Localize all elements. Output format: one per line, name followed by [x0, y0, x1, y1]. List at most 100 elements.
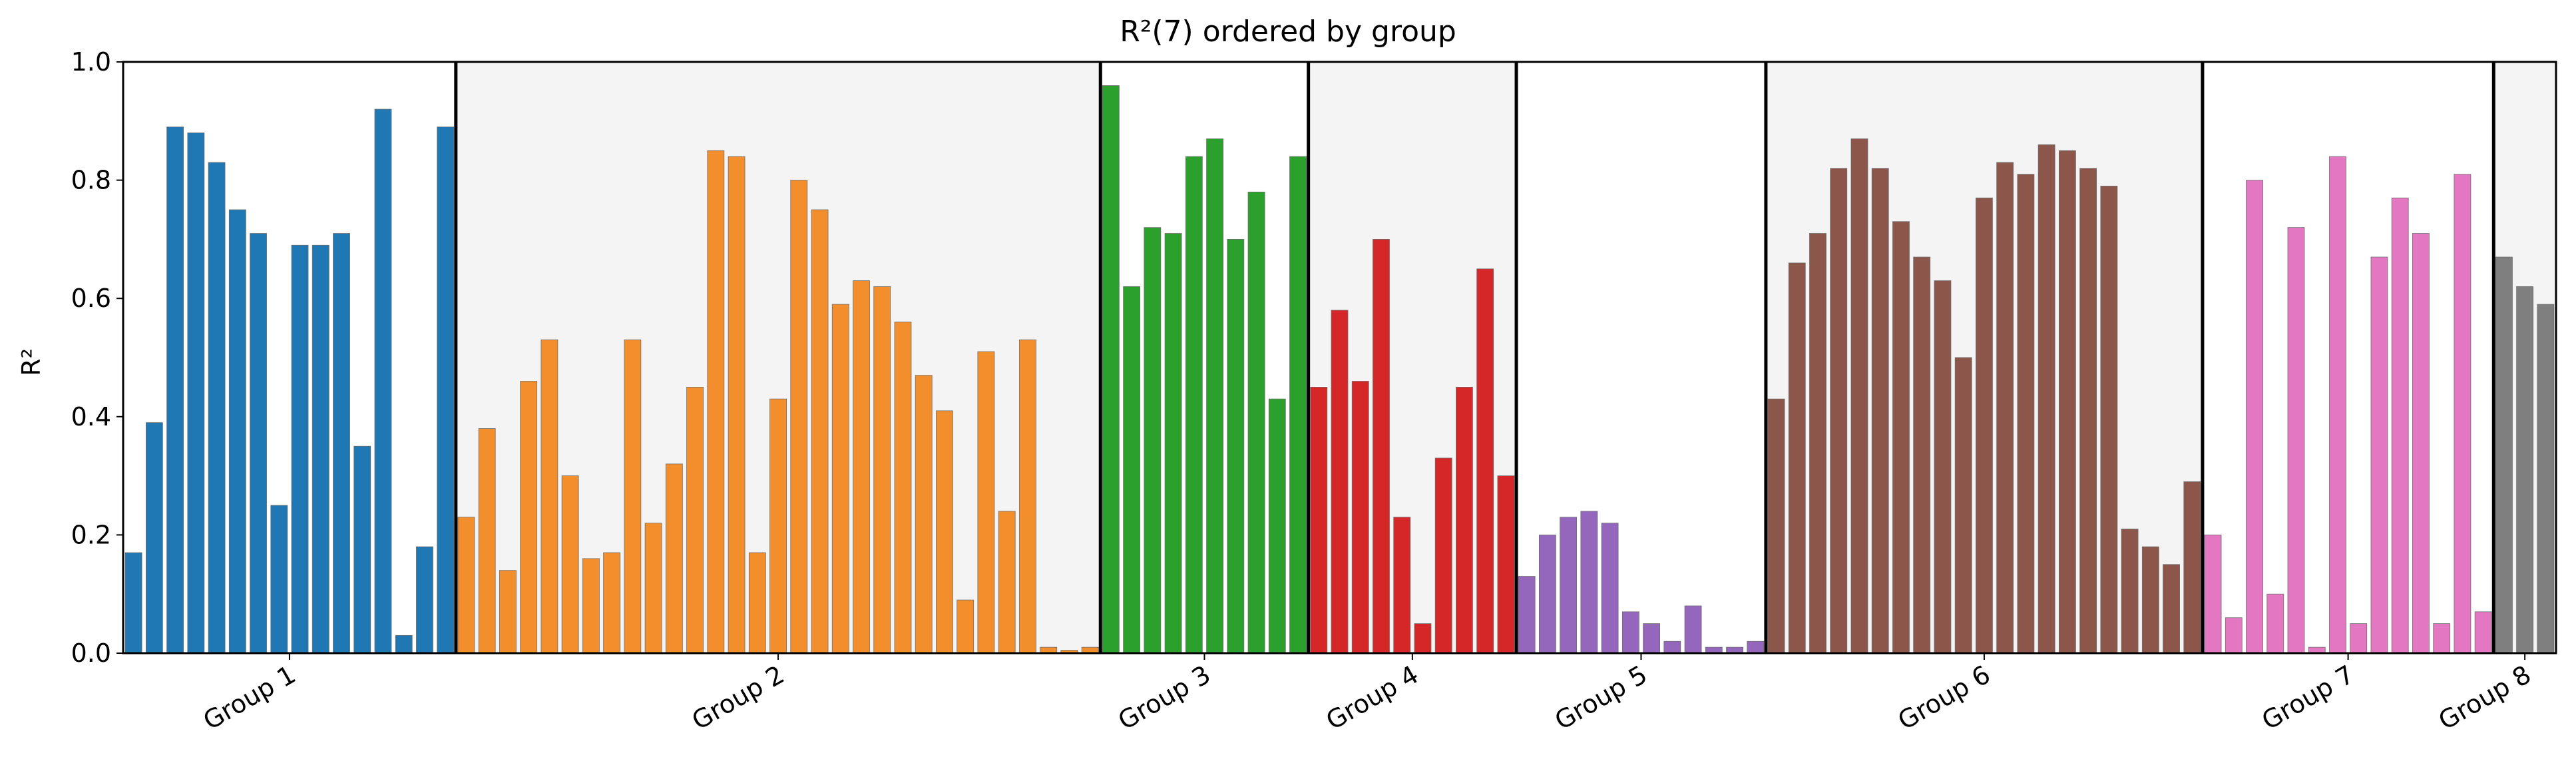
group-dividers: [454, 62, 2495, 653]
bar: [1414, 623, 1432, 654]
bar: [540, 339, 558, 654]
bar: [1476, 268, 1494, 654]
bar: [499, 570, 517, 654]
bar: [1227, 238, 1245, 654]
bar: [2204, 535, 2222, 654]
bar: [2412, 233, 2430, 654]
bar: [416, 546, 433, 654]
bar: [353, 445, 371, 654]
bar: [1788, 262, 1806, 654]
x-tick-label: Group 7: [2257, 660, 2360, 736]
bar: [437, 127, 455, 654]
x-tick-label: Group 1: [198, 660, 301, 736]
bar: [1747, 641, 1765, 654]
bar: [1310, 387, 1328, 654]
bar: [1351, 381, 1369, 654]
bar: [1206, 138, 1223, 654]
bar: [624, 339, 642, 654]
bar: [1289, 156, 1307, 654]
bar: [644, 523, 662, 654]
bar: [1456, 387, 1473, 654]
bar: [1892, 221, 1910, 654]
x-tick-label: Group 2: [687, 660, 789, 736]
bar: [2350, 623, 2368, 654]
bar: [894, 322, 912, 654]
bar: [728, 156, 746, 654]
bar: [603, 552, 621, 654]
bar: [1601, 523, 1619, 654]
bar: [2329, 156, 2346, 654]
bar: [2287, 227, 2305, 654]
bar: [1247, 191, 1265, 654]
bar: [853, 280, 870, 654]
bar: [1954, 357, 1972, 654]
x-tick-label: Group 4: [1321, 660, 1424, 736]
y-tick-label: 0.6: [71, 284, 111, 313]
bar: [124, 552, 142, 654]
bar: [1621, 611, 1639, 654]
x-tick-label: Group 3: [1113, 660, 1215, 736]
y-tick-label: 0.8: [71, 166, 111, 195]
bar: [915, 375, 933, 654]
bar: [1497, 475, 1515, 654]
bar: [1767, 398, 1785, 654]
bar: [1164, 233, 1182, 654]
bar: [228, 209, 246, 654]
bar: [2391, 197, 2409, 654]
bar: [2370, 256, 2388, 654]
plot-frame: [122, 61, 2557, 654]
bar: [790, 180, 808, 654]
bar: [1871, 168, 1889, 654]
bar: [1538, 535, 1556, 654]
bar: [811, 209, 829, 654]
bar: [582, 558, 600, 654]
bar: [873, 286, 891, 654]
bar: [395, 635, 413, 654]
bar: [2495, 256, 2513, 654]
bar: [208, 162, 226, 654]
y-tick-label: 0.4: [71, 402, 111, 431]
bar: [977, 351, 995, 654]
bar: [2516, 286, 2534, 654]
x-tick-label: Group 5: [1550, 660, 1652, 736]
bar: [2079, 168, 2097, 654]
bar: [250, 233, 267, 654]
bar: [2225, 617, 2243, 654]
bar: [1434, 457, 1452, 654]
bar: [1913, 256, 1931, 654]
bar: [478, 428, 496, 654]
bar: [1144, 227, 1162, 654]
bar: [2038, 144, 2055, 654]
bar: [936, 410, 953, 654]
bar: [374, 109, 392, 654]
bar: [2266, 593, 2284, 654]
bar: [2100, 186, 2118, 654]
bar: [1393, 517, 1411, 654]
bar: [1580, 511, 1598, 654]
bar: [2058, 150, 2076, 654]
y-axis-label: R²: [17, 348, 46, 376]
bar: [1019, 339, 1036, 654]
bar: [1684, 605, 1702, 654]
x-axis: Group 1 Group 2 Group 3 Group 4 Group 5 Group…: [198, 653, 2536, 736]
bar: [1976, 197, 1993, 654]
bar: [1373, 238, 1390, 654]
bar: [1996, 162, 2014, 654]
bar: [707, 150, 725, 654]
bar: [1934, 280, 1952, 654]
bar: [957, 599, 974, 654]
bar: [333, 233, 350, 654]
bar: [2183, 481, 2201, 654]
bar: [312, 244, 329, 654]
bar: [2454, 174, 2471, 654]
y-tick-label: 0.0: [71, 639, 111, 668]
bar: [1830, 168, 1848, 654]
bar: [457, 517, 475, 654]
bar: [1850, 138, 1868, 654]
bar: [2017, 174, 2035, 654]
bar: [2433, 623, 2451, 654]
y-axis: 0.0 0.2 0.4 0.6 0.8 1.0: [71, 47, 123, 668]
bar: [831, 304, 849, 654]
x-tick-label: Group 8: [2434, 660, 2536, 736]
